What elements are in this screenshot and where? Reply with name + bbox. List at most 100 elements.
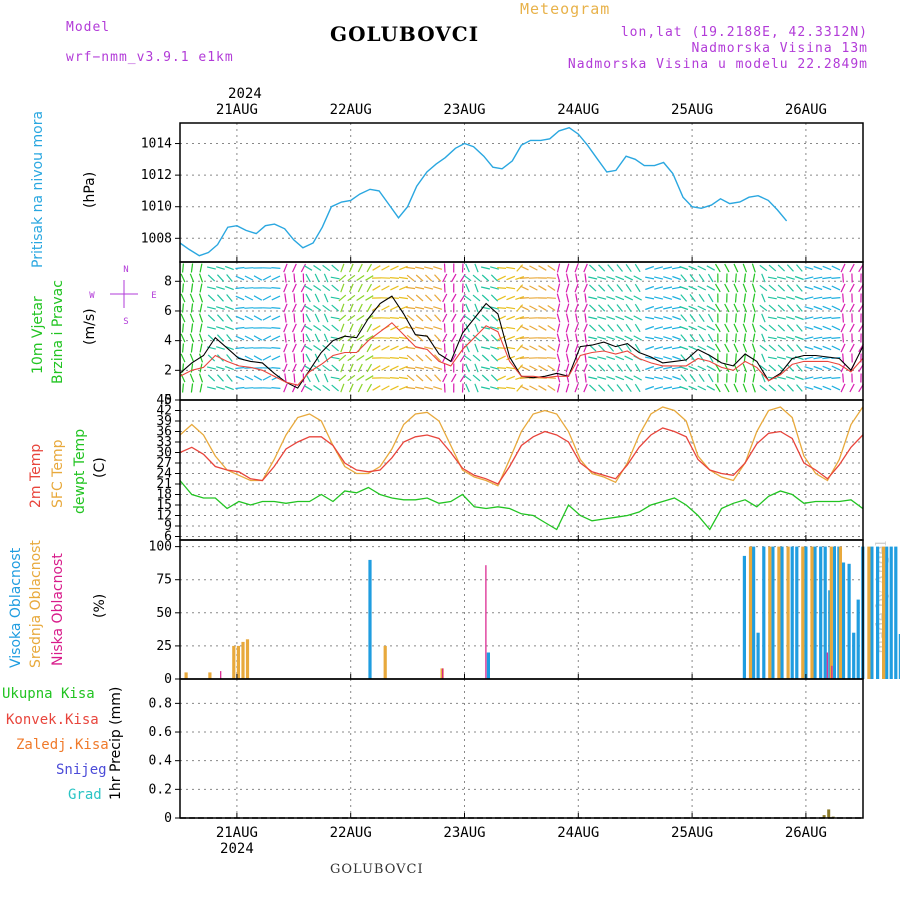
y-tick-label: 6 [164,304,172,319]
wind-arrow [663,296,673,300]
wind-arrow [767,316,777,320]
wind-arrow [442,313,448,323]
wind-arrow [291,363,297,373]
wind-arrow [831,285,841,291]
wind-arrow [340,343,345,353]
wind-arrow [822,365,832,371]
wind-arrow [607,344,615,352]
wind-arrow [840,323,846,333]
wind-arrow [348,343,354,353]
wind-arrow [424,354,433,362]
wind-arrow [724,383,730,393]
wind-arrow [785,376,795,380]
wind-arrow [305,313,311,323]
wind-arrow [663,366,673,370]
wind-arrow [424,294,433,302]
wind-arrow [565,313,570,323]
wind-arrow [293,293,296,303]
wind-arrow [244,387,254,389]
wind-arrow [283,263,288,273]
wind-arrow [849,383,855,393]
wind-arrow [347,294,356,302]
wind-arrow [348,263,354,273]
wind-arrow [340,383,345,393]
wind-arrow [330,316,340,320]
wind-arrow [189,313,195,323]
wind-arrow [293,353,296,363]
wind-arrow [588,384,597,392]
wind-arrow [633,375,642,381]
wind-arrow [398,376,408,380]
wind-arrow [607,364,615,372]
wind-arrow [663,316,673,320]
wind-arrow [785,336,795,340]
wind-arrow [207,294,216,302]
wind-arrow [584,373,587,383]
wind-arrow [190,283,194,293]
wind-arrow [506,295,516,301]
x-day-bottom: 23AUG [443,825,485,841]
wind-arrow [634,283,641,293]
wind-arrow [546,297,556,299]
y-tick-label: 30 [156,446,172,461]
wind-arrow [831,265,841,271]
wind-arrow [244,355,254,361]
wind-arrow [625,263,632,273]
wind-arrow [688,365,698,371]
cloud-high-bar [819,546,823,679]
wind-arrow [786,284,794,292]
wind-arrow [293,313,296,323]
wind-arrow [322,304,331,312]
wind-arrow [331,324,339,332]
wind-arrow [461,283,464,293]
cloud-mid-bar [829,546,833,679]
wind-arrow [759,304,768,312]
wind-arrow [597,336,607,340]
wind-arrow [786,364,794,372]
wind-arrow [283,323,288,333]
wind-arrow [556,343,561,353]
wind-arrow [679,305,689,311]
wind-arrow [199,323,203,333]
wind-arrow [785,296,795,300]
wind-arrow [472,314,481,322]
wind-arrow [271,355,281,361]
wind-arrow [406,286,416,290]
wind-arrow [688,345,698,351]
wind-arrow [366,363,373,373]
wind-arrow [506,275,516,281]
wind-arrow [244,375,254,381]
wind-arrow [182,283,184,293]
wind-gust-line [179,322,864,386]
wind-arrow [538,345,547,351]
wind-arrow [616,264,623,272]
wind-arrow [584,293,587,303]
wind-arrow [190,263,194,273]
wind-arrow [490,334,499,342]
wind-arrow [761,373,766,383]
wind-arrow [645,356,655,360]
wind-arrow [645,276,655,280]
wind-arrow [663,306,673,310]
wind-arrow [366,263,373,273]
wind-arrow [607,384,615,392]
wind-arrow [804,296,814,300]
wind-arrow [831,317,841,319]
wind-arrow [529,365,538,371]
wind-arrow [372,325,381,331]
data-layer [179,126,900,818]
legend-snijeg: Snijeg [56,762,107,778]
wind-arrow [305,273,311,283]
wind-arrow [624,315,634,321]
x-day-top: 21AUG [216,102,258,118]
wind-arrow [519,317,529,319]
wind-arrow [796,324,803,332]
wind-arrow [556,273,561,283]
y-tick-label: 33 [156,435,172,450]
wind-arrow [538,385,547,391]
wind-arrow [271,267,281,269]
wind-arrow [372,345,381,351]
wind-arrow [671,326,682,330]
wind-arrow [190,323,194,333]
y-tick-label: 24 [156,467,172,482]
